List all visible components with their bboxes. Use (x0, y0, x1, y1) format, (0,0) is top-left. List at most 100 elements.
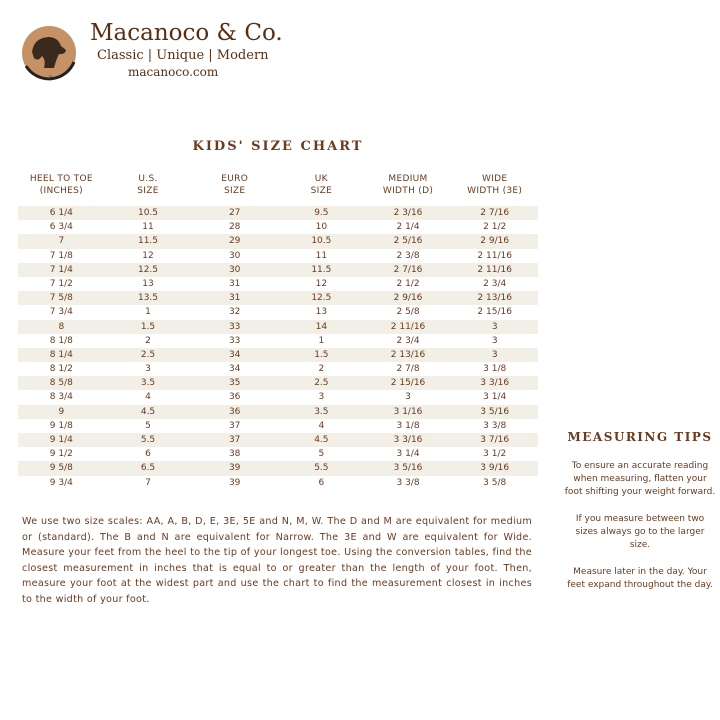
table-cell: 38 (228, 449, 241, 460)
table-cell: 2 11/16 (477, 264, 512, 275)
table-cell: 33 (228, 321, 241, 332)
table-cell: 2.5 (140, 349, 156, 360)
table-row: 8 3/4 4 36 3 3 3 1/4 (18, 390, 538, 404)
table-row: 8 1/2 3 34 2 2 7/8 3 1/8 (18, 362, 538, 376)
table-cell: 30 (228, 264, 241, 275)
column-header: HEEL TO TOE (INCHES) (29, 174, 93, 196)
table-cell: 29 (228, 236, 241, 247)
table-cell: 12 (315, 278, 328, 289)
table-cell: 3 (491, 349, 498, 360)
table-cell: 36 (228, 406, 241, 417)
table-cell: 11 (142, 222, 154, 233)
table-cell: 3 1/8 (396, 420, 420, 431)
table-cell: 8 (58, 321, 65, 332)
table-cell: 6.5 (140, 463, 156, 474)
table-body: 6 1/4 10.5 27 9.5 2 3/16 2 7/16 6 3/4 11 28 10 2 1… (18, 206, 538, 490)
table-cell: 3 9/16 (480, 463, 510, 474)
table-row: 7 11.5 29 10.5 2 5/16 2 9/16 (18, 234, 538, 249)
table-cell: 2 (318, 364, 325, 375)
table-cell: 3 1/2 (483, 449, 507, 460)
table-cell: 9 1/2 (49, 449, 73, 460)
table-cell: 6 1/4 (49, 208, 73, 218)
logo-dog (32, 37, 66, 68)
table-cell: 3 5/16 (480, 406, 510, 417)
table-cell: 12 (142, 250, 154, 261)
table-cell: 2 11/16 (390, 321, 426, 332)
table-cell: 33 (228, 335, 241, 346)
tip: To ensure an accurate reading when measu… (564, 461, 716, 497)
table-cell: 8 3/4 (49, 392, 73, 403)
table-cell: 3 7/16 (480, 435, 510, 445)
table-row: 9 3/4 7 39 6 3 3/8 3 5/8 (18, 476, 538, 490)
table-cell: 2 5/8 (396, 307, 420, 318)
table-cell: 2 5/16 (393, 236, 423, 247)
table-cell: 10.5 (137, 208, 159, 218)
table-cell: 3 (491, 321, 498, 332)
table-cell: 12.5 (311, 293, 332, 304)
column-header: U.S. SIZE (137, 174, 159, 196)
table-cell: 7 1/8 (49, 250, 73, 261)
table-cell: 2 11/16 (477, 250, 512, 261)
table-cell: 3 (491, 335, 498, 346)
table-cell: 3 1/4 (483, 392, 507, 403)
table-cell: 10.5 (311, 236, 332, 247)
table-cell: 2 9/16 (480, 236, 510, 247)
table-row: 9 1/4 5.5 37 4.5 3 3/16 3 7/16 (18, 433, 538, 448)
table-cell: 4.5 (314, 435, 329, 445)
tips-title: MEASURING TIPS (567, 430, 713, 444)
table-row: 7 1/8 12 30 11 2 3/8 2 11/16 (18, 249, 538, 263)
table-cell: 3 3/8 (396, 477, 420, 488)
table-cell: 8 1/8 (49, 335, 73, 346)
table-cell: 39 (228, 463, 241, 474)
column-header: MEDIUM WIDTH (D) (382, 174, 434, 196)
table-cell: 3 1/16 (393, 406, 423, 417)
table-cell: 2 15/16 (390, 378, 426, 389)
table-cell: 8 1/4 (49, 349, 73, 360)
table-row: 6 1/4 10.5 27 9.5 2 3/16 2 7/16 (18, 206, 538, 221)
table-cell: 5.5 (314, 463, 329, 474)
table-cell: 3 3/8 (483, 420, 507, 431)
table-cell: 2 7/16 (393, 264, 423, 275)
table-cell: 39 (228, 477, 241, 488)
table-cell: 3 5/8 (483, 477, 507, 488)
table-cell: 13 (142, 278, 154, 289)
table-cell: 13 (315, 307, 328, 318)
table-cell: 2 1/4 (396, 222, 420, 233)
table-row: 7 5/8 13.5 31 12.5 2 9/16 2 13/16 (18, 291, 538, 306)
table-cell: 2 15/16 (477, 307, 512, 318)
table-cell: 31 (228, 278, 241, 289)
table-cell: 2 3/4 (396, 335, 420, 346)
table-cell: 3 3/16 (393, 435, 423, 445)
table-cell: 2 3/4 (483, 278, 507, 289)
table-cell: 9.5 (314, 208, 329, 218)
table-row: 7 1/4 12.5 30 11.5 2 7/16 2 11/16 (18, 262, 538, 277)
table-row: 9 1/2 6 38 5 3 1/4 3 1/2 (18, 447, 538, 461)
logo-ring (24, 61, 76, 81)
table-cell: 14 (315, 321, 328, 332)
table-cell: 2 7/16 (480, 208, 510, 218)
table-cell: 1 (318, 335, 325, 346)
table-row: 9 1/8 5 37 4 3 1/8 3 3/8 (18, 419, 538, 433)
table-cell: 6 3/4 (49, 222, 73, 233)
table-cell: 5 (145, 420, 151, 431)
table-header: HEEL TO TOE (INCHES) U.S. SIZE EURO SIZE UK… (18, 173, 538, 197)
table-cell: 9 1/8 (49, 420, 73, 431)
table-cell: 3.5 (140, 378, 156, 389)
table-cell: 9 1/4 (49, 435, 73, 445)
trademark: ™ (48, 75, 53, 81)
table-cell: 11 (315, 250, 328, 261)
table-cell: 7 1/2 (49, 278, 73, 289)
table-cell: 3.5 (314, 406, 329, 417)
table-row: 8 1/4 2.5 34 1.5 2 13/16 3 (18, 347, 538, 363)
table-cell: 2 3/16 (393, 208, 423, 218)
table-cell: 2 3/8 (396, 250, 420, 261)
table-cell: 10 (315, 222, 328, 233)
table-row: 8 5/8 3.5 35 2.5 2 15/16 3 3/16 (18, 376, 538, 391)
table-cell: 7 5/8 (49, 293, 73, 304)
table-row: 7 3/4 1 32 13 2 5/8 2 15/16 (18, 305, 538, 319)
table-cell: 7 3/4 (49, 307, 73, 318)
table-cell: 3 (145, 364, 151, 375)
table-cell: 3 (318, 392, 325, 403)
column-header: WIDE WIDTH (3E) (467, 174, 523, 196)
table-cell: 4 (145, 392, 151, 403)
